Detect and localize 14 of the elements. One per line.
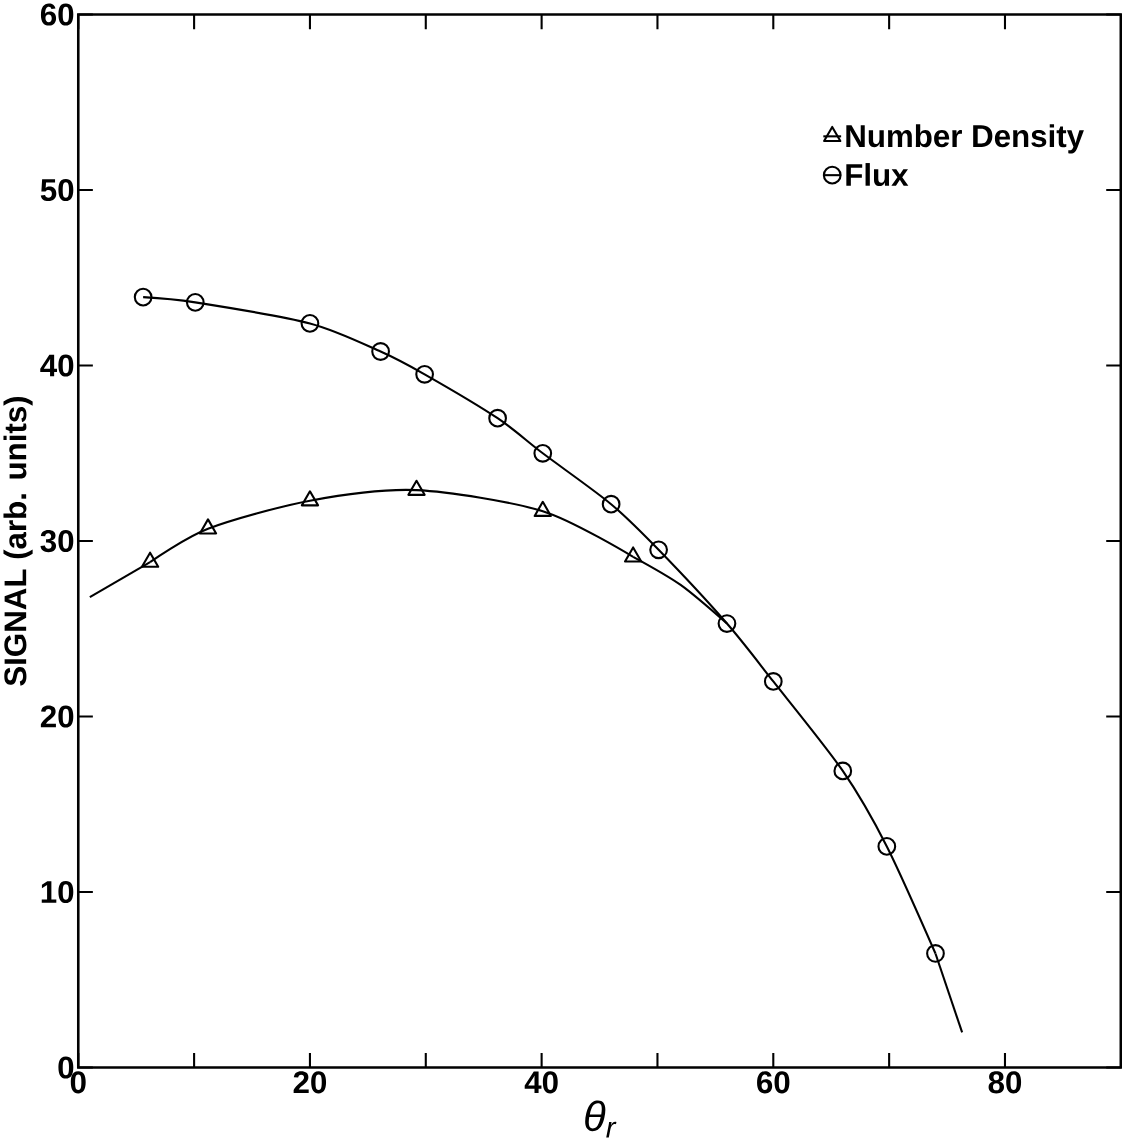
x-tick-label: 20 [293, 1071, 326, 1094]
y-tick-label: 50 [40, 178, 74, 202]
y-axis-title: SIGNAL (arb. units) [3, 396, 33, 686]
legend-label: Number Density [846, 124, 1084, 154]
y-tick-label: 60 [40, 3, 74, 26]
y-tick-label: 10 [41, 880, 74, 904]
legend-label: Flux [846, 163, 909, 187]
x-tick-label: 40 [524, 1071, 558, 1094]
y-tick-label: 20 [40, 705, 74, 728]
y-tick-label: 30 [40, 529, 74, 553]
x-axis-title: θ$_{r}$ [585, 1100, 617, 1138]
x-tick-label: 80 [988, 1071, 1022, 1094]
y-tick-label: 40 [40, 354, 74, 377]
x-tick-label: 60 [757, 1071, 790, 1094]
